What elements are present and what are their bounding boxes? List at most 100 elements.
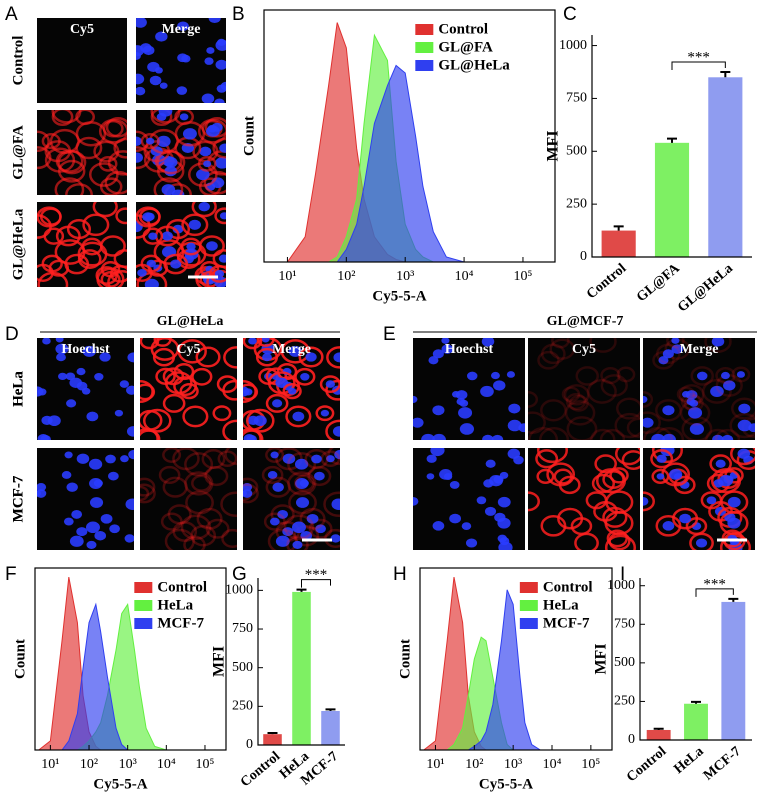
- nucleus: [715, 459, 726, 468]
- bar: [321, 710, 340, 745]
- nucleus: [643, 417, 654, 428]
- cell-membrane: [600, 374, 628, 397]
- cell-membrane: [568, 394, 589, 412]
- x-tick-label: 10³: [119, 757, 137, 772]
- cell-membrane: [574, 532, 599, 550]
- cell-membrane: [704, 338, 732, 353]
- cell-membrane: [243, 383, 259, 401]
- nucleus: [177, 21, 189, 32]
- nucleus: [426, 454, 437, 463]
- cell-membrane: [308, 518, 333, 539]
- cell-membrane: [655, 515, 682, 537]
- cell-membrane: [325, 419, 340, 440]
- nucleus: [432, 349, 444, 359]
- nucleus: [144, 278, 159, 287]
- cell-membrane: [626, 417, 640, 438]
- nucleus: [737, 419, 752, 432]
- nucleus: [140, 43, 152, 53]
- nucleus: [198, 202, 210, 212]
- nucleus: [727, 517, 741, 529]
- nucleus: [243, 489, 253, 498]
- row-label: GL@FA: [10, 125, 26, 180]
- legend-label: GL@FA: [438, 39, 493, 55]
- cell-membrane: [655, 399, 682, 422]
- bar: [263, 734, 282, 745]
- axes: [591, 35, 752, 258]
- cell-membrane: [109, 264, 127, 283]
- nucleus: [466, 371, 478, 381]
- nucleus: [161, 184, 176, 195]
- legend-label: GL@HeLa: [438, 57, 510, 73]
- nucleus: [662, 433, 676, 440]
- nucleus: [669, 469, 683, 480]
- nucleus: [217, 38, 226, 46]
- nucleus: [720, 371, 730, 380]
- nucleus: [55, 343, 69, 355]
- nucleus: [658, 356, 669, 365]
- cell-membrane: [43, 227, 65, 245]
- nucleus: [66, 482, 78, 492]
- cell-membrane: [162, 448, 182, 463]
- cell-membrane: [140, 477, 156, 497]
- cell-membrane: [164, 528, 195, 550]
- cell-membrane: [591, 473, 615, 494]
- cell-membrane: [528, 391, 539, 408]
- nucleus: [126, 426, 134, 437]
- nucleus: [507, 419, 522, 432]
- nucleus: [85, 521, 100, 533]
- bar: [684, 703, 708, 740]
- nucleus: [461, 522, 472, 531]
- nucleus: [662, 405, 675, 416]
- nucleus: [643, 395, 648, 404]
- bar: [654, 142, 690, 257]
- nucleus: [432, 433, 446, 440]
- bar: [646, 729, 671, 740]
- error-bar: [296, 588, 307, 592]
- cell-membrane: [557, 507, 584, 530]
- cell-membrane: [565, 393, 587, 411]
- nucleus: [480, 385, 494, 398]
- nucleus: [272, 399, 283, 408]
- cell-membrane: [731, 397, 755, 420]
- nucleus: [277, 509, 289, 519]
- cell-membrane: [650, 449, 674, 469]
- cell-membrane: [243, 379, 257, 404]
- legend-label: MCF-7: [157, 615, 204, 631]
- cell-membrane: [82, 213, 110, 237]
- cell-membrane: [643, 426, 674, 440]
- nucleus: [272, 482, 284, 492]
- panel-letter: I: [620, 564, 625, 585]
- cell-membrane: [220, 491, 237, 517]
- nucleus: [136, 220, 143, 233]
- nucleus: [656, 473, 665, 480]
- cell-membrane: [294, 474, 315, 492]
- cell-membrane: [595, 468, 627, 494]
- cell-membrane: [323, 491, 340, 517]
- nucleus: [738, 403, 751, 414]
- nucleus: [727, 496, 741, 508]
- plot-frame: [34, 567, 227, 751]
- nucleus: [671, 344, 684, 354]
- error-bar: [667, 137, 677, 143]
- nucleus: [671, 338, 680, 344]
- nucleus: [681, 391, 690, 398]
- cell-membrane: [283, 514, 315, 540]
- cell-membrane: [549, 338, 576, 360]
- nucleus: [155, 67, 163, 74]
- cell-membrane: [37, 130, 50, 153]
- cell-membrane: [81, 237, 103, 256]
- nucleus: [331, 498, 340, 510]
- column-label: Merge: [162, 22, 201, 37]
- cell-membrane: [280, 339, 310, 364]
- nucleus: [451, 391, 460, 398]
- cell-membrane: [293, 524, 320, 547]
- cell-membrane: [143, 408, 172, 433]
- axes: [639, 578, 752, 741]
- nucleus: [413, 496, 419, 506]
- error-bar: [653, 727, 664, 730]
- cell-membrane: [204, 466, 229, 487]
- cell-membrane: [263, 512, 286, 531]
- nucleus: [662, 521, 675, 531]
- nucleus: [196, 169, 210, 181]
- nucleus: [76, 367, 86, 376]
